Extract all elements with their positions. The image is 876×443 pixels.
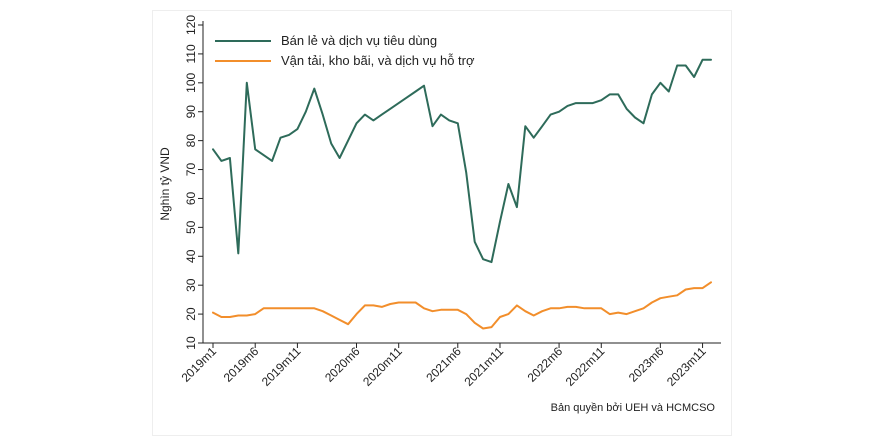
series-line-2	[212, 281, 712, 330]
legend: Bán lẻ và dịch vụ tiêu dùng Vận tải, kho …	[215, 33, 475, 68]
y-tick-label: 10	[184, 336, 198, 350]
x-tick-label: 2019m6	[221, 344, 262, 385]
y-axis-title: Nghìn tỷ VND	[158, 147, 172, 221]
y-tick-label: 120	[184, 15, 198, 35]
x-tick-label: 2019m11	[259, 344, 304, 389]
y-tick-label: 40	[184, 249, 198, 263]
x-tick-label: 2021m6	[423, 344, 464, 385]
x-tick-label: 2022m11	[563, 344, 608, 389]
series-line-1	[212, 58, 712, 264]
legend-label-2: Vận tải, kho bãi, và dịch vụ hỗ trợ	[281, 53, 475, 68]
chart-frame: 10 20 30 40 50 60 70 80 90 100 110 120 2019m1 2019m6 2…	[152, 10, 732, 436]
y-tick-label: 30	[184, 278, 198, 292]
x-tick-label: 2020m11	[360, 344, 405, 389]
y-tick-label: 20	[184, 307, 198, 321]
x-tick-label: 2022m6	[525, 344, 566, 385]
y-tick-label: 80	[184, 134, 198, 148]
y-tick-label: 50	[184, 220, 198, 234]
x-tick-label: 2020m6	[322, 344, 363, 385]
x-tick-label: 2021m11	[461, 344, 506, 389]
copyright-note: Bản quyền bởi UEH và HCMCSO	[551, 402, 716, 414]
y-tick-label: 110	[184, 44, 198, 63]
legend-label-1: Bán lẻ và dịch vụ tiêu dùng	[281, 33, 437, 48]
y-tick-label: 90	[184, 105, 198, 119]
series-layer	[212, 58, 712, 330]
x-tick-label: 2023m6	[626, 344, 667, 385]
y-tick-label: 60	[184, 191, 198, 205]
x-tick-label: 2023m11	[664, 344, 709, 389]
y-tick-label: 70	[184, 163, 198, 177]
y-tick-label: 100	[184, 72, 198, 92]
